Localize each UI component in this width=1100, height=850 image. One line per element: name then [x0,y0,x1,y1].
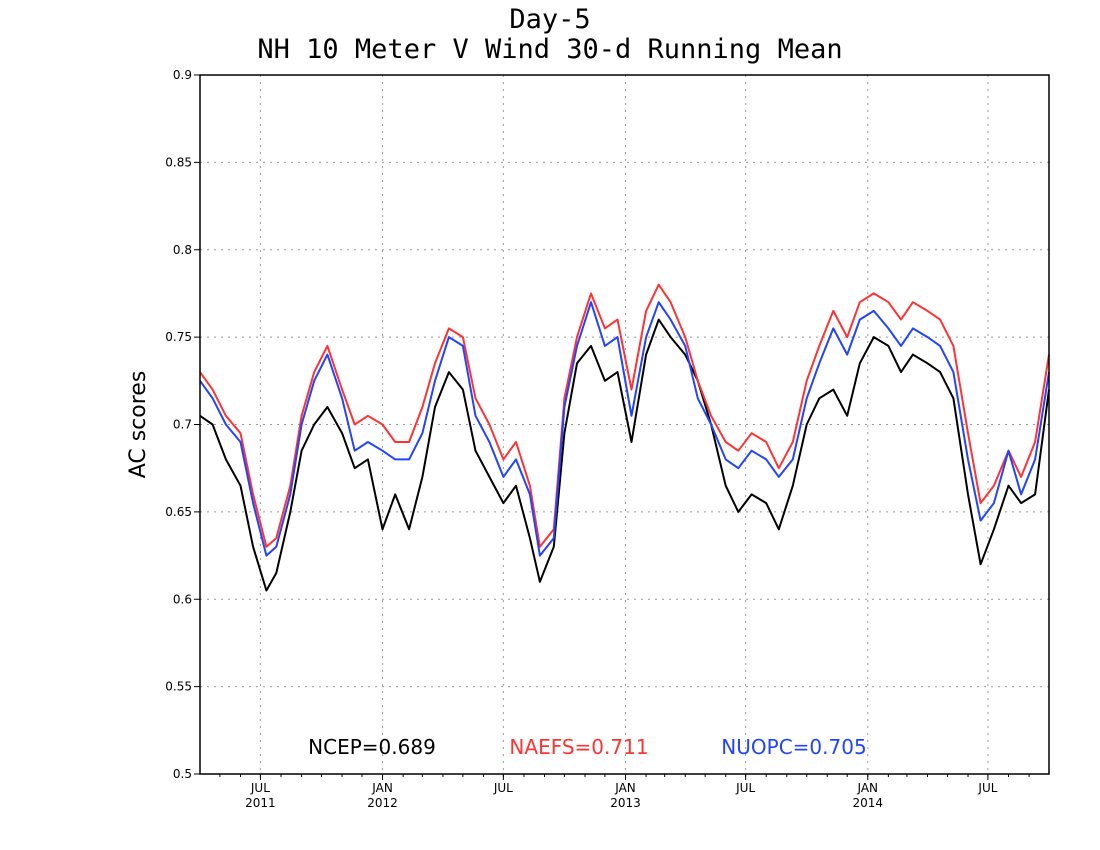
y-axis-ticks: 0.5 0.55 0.6 0.65 0.7 0.75 0.8 0.85 0.9 [165,68,200,781]
x-tick-label: JUL [250,781,270,795]
y-tick-label: 0.85 [165,155,192,169]
series-line-nuopc [199,301,1050,557]
x-tick-label: JUL [493,781,513,795]
y-tick-label: 0.7 [173,418,192,432]
series-lines [199,283,1050,592]
x-tick-label: JUL [735,781,755,795]
y-tick-label: 0.5 [173,767,192,781]
y-axis-label: AC scores [126,371,151,479]
legend-entry-nuopc: NUOPC=0.705 [721,735,866,759]
x-tick-year-label: 2011 [245,796,276,810]
y-tick-label: 0.9 [173,68,192,82]
chart-subtitle: NH 10 Meter V Wind 30-d Running Mean [257,34,843,65]
y-tick-label: 0.75 [165,330,192,344]
y-tick-label: 0.6 [173,592,192,606]
x-tick-label: JUL [977,781,997,795]
y-tick-label: 0.55 [165,680,192,694]
series-line-naefs [199,283,1050,548]
x-tick-label: JAN [614,781,636,795]
series-line-ncep [199,318,1050,592]
y-tick-label: 0.65 [165,505,192,519]
x-tick-label: JAN [857,781,879,795]
grid-lines [200,75,1049,774]
x-tick-label: JAN [371,781,393,795]
chart-title: Day-5 [509,4,591,35]
x-tick-year-label: 2014 [853,796,884,810]
x-tick-year-label: 2012 [367,796,398,810]
x-tick-year-label: 2013 [610,796,641,810]
legend: NCEP=0.689 NAEFS=0.711 NUOPC=0.705 [308,735,867,759]
legend-entry-ncep: NCEP=0.689 [308,735,436,759]
legend-entry-naefs: NAEFS=0.711 [509,735,648,759]
y-tick-label: 0.8 [173,243,192,257]
